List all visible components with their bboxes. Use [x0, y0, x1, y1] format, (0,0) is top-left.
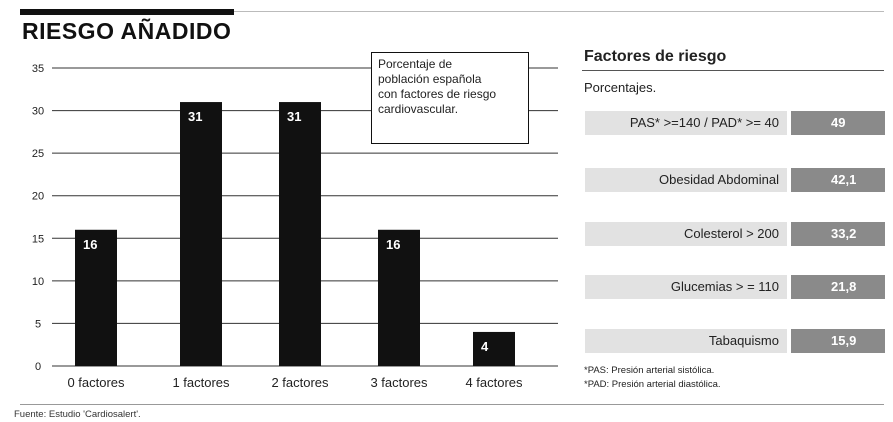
- bar-data-label: 16: [83, 237, 97, 252]
- bar: [473, 331, 515, 366]
- risk-row-value: 49: [791, 111, 885, 135]
- top-rule: [234, 11, 884, 12]
- title-accent-bar: [20, 9, 234, 15]
- legend-line: cardiovascular.: [378, 102, 459, 116]
- bar-data-label: 31: [188, 109, 202, 124]
- y-tick-label: 15: [32, 233, 44, 245]
- chart-legend-box: Porcentaje de población española con fac…: [371, 52, 529, 144]
- legend-line: con factores de riesgo: [378, 87, 497, 101]
- risk-row: Tabaquismo 15,9: [585, 329, 885, 353]
- risk-row-value: 21,8: [791, 275, 885, 299]
- risk-row: Colesterol > 200 33,2: [585, 222, 885, 246]
- y-tick-label: 5: [35, 318, 41, 330]
- bar-data-label: 16: [386, 237, 400, 252]
- bar: [378, 229, 420, 366]
- y-axis-ticks: 0 5 10 15 20 25 30 35: [32, 63, 44, 373]
- footnote: *PAS: Presión arterial sistólica.: [584, 365, 715, 376]
- x-axis-ticks: 0 factores 1 factores 2 factores 3 factores…: [67, 375, 523, 390]
- footnote: *PAD: Presión arterial diastólica.: [584, 379, 721, 390]
- risk-row-value: 15,9: [791, 329, 885, 353]
- y-tick-label: 0: [35, 361, 41, 373]
- y-tick-label: 35: [32, 63, 44, 75]
- y-tick-label: 25: [32, 148, 44, 160]
- bar: [75, 229, 117, 366]
- bottom-rule: [20, 404, 884, 405]
- bar: [279, 102, 321, 367]
- risk-row-label: Colesterol > 200: [585, 222, 787, 246]
- bars-layer: 16 31 31 16 4: [75, 102, 515, 367]
- y-tick-label: 20: [32, 191, 44, 203]
- y-tick-label: 10: [32, 276, 44, 288]
- bar-chart: 0 5 10 15 20 25 30 35 16 31 31 16 4 0 factores 1 fac…: [32, 63, 558, 390]
- x-tick-label: 3 factores: [370, 375, 428, 390]
- legend-line: población española: [378, 72, 482, 86]
- risk-row-label: Obesidad Abdominal: [585, 168, 787, 192]
- risk-row-label: PAS* >=140 / PAD* >= 40: [585, 111, 787, 135]
- source-note: Fuente: Estudio 'Cardiosalert'.: [14, 409, 141, 420]
- x-tick-label: 4 factores: [465, 375, 523, 390]
- bar-data-label: 31: [287, 109, 301, 124]
- risk-row-label: Tabaquismo: [585, 329, 787, 353]
- risk-row-value: 42,1: [791, 168, 885, 192]
- footnotes: *PAS: Presión arterial sistólica. *PAD: …: [584, 364, 721, 392]
- risk-row-label: Glucemias > = 110: [585, 275, 787, 299]
- x-tick-label: 0 factores: [67, 375, 125, 390]
- risk-row-value: 33,2: [791, 222, 885, 246]
- page-title: RIESGO AÑADIDO: [22, 18, 232, 44]
- risk-row: Glucemias > = 110 21,8: [585, 275, 885, 299]
- y-tick-label: 30: [32, 106, 44, 118]
- bar: [180, 102, 222, 367]
- risk-factors-subtitle: Porcentajes.: [584, 80, 657, 95]
- bar-data-label: 4: [481, 339, 489, 354]
- risk-factors-title: Factores de riesgo: [584, 48, 727, 65]
- x-tick-label: 1 factores: [172, 375, 230, 390]
- risk-factors-rule: [582, 70, 884, 71]
- legend-line: Porcentaje de: [378, 57, 453, 71]
- risk-row: PAS* >=140 / PAD* >= 40 49: [585, 111, 885, 135]
- x-tick-label: 2 factores: [271, 375, 329, 390]
- risk-row: Obesidad Abdominal 42,1: [585, 168, 885, 192]
